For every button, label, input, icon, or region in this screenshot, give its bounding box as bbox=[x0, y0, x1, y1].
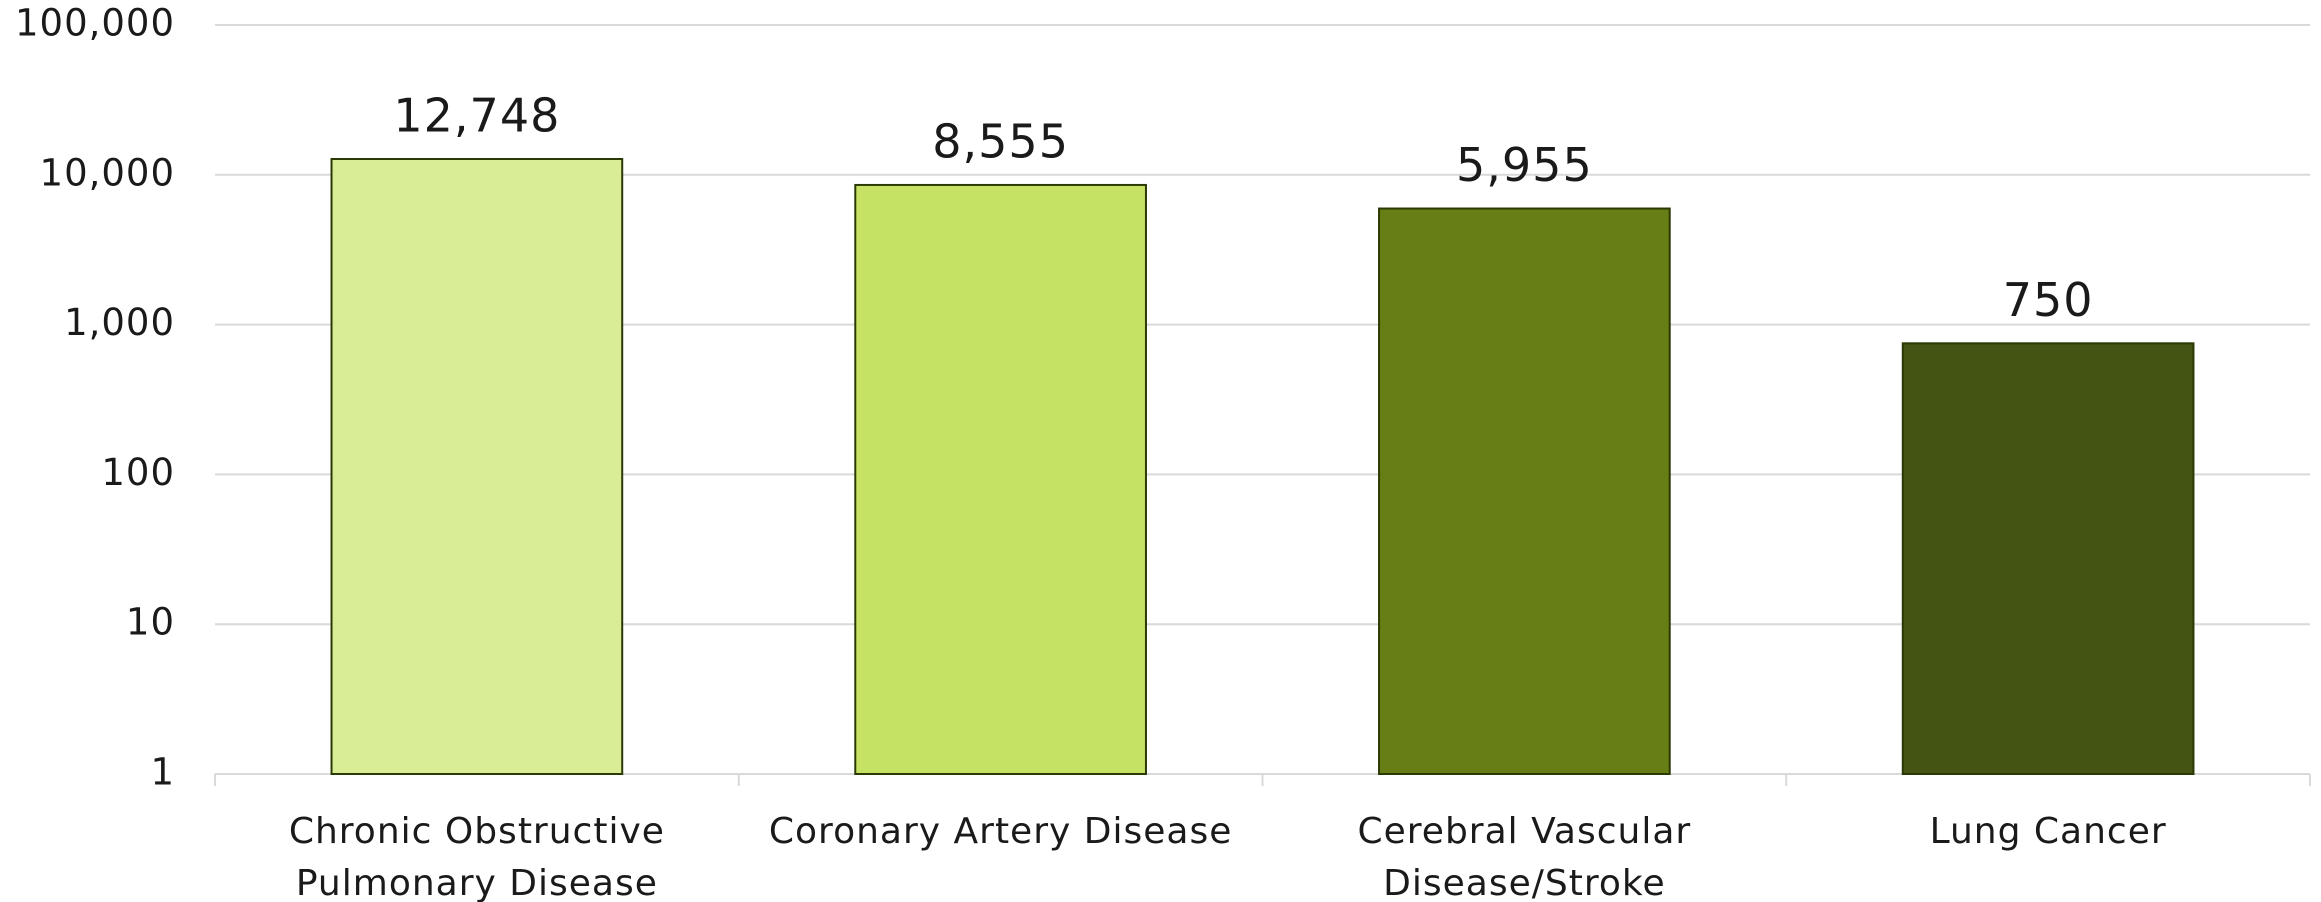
y-tick-label: 1,000 bbox=[64, 301, 175, 344]
x-tick-label: Cerebral Vascular Disease/Stroke bbox=[1357, 811, 1692, 902]
y-tick-label: 100 bbox=[101, 451, 175, 494]
x-tick-label: Coronary Artery Disease bbox=[768, 811, 1233, 852]
y-tick-label: 1 bbox=[150, 751, 175, 794]
data-label: 12,748 bbox=[393, 89, 560, 143]
y-tick-label: 10,000 bbox=[40, 151, 175, 194]
x-tick-label: Lung Cancer bbox=[1929, 811, 2167, 852]
bar bbox=[1378, 207, 1671, 775]
y-tick-label: 100,000 bbox=[15, 2, 175, 45]
bar bbox=[1901, 342, 2195, 775]
bar bbox=[854, 183, 1147, 776]
x-tick-label: Chronic Obstructive Pulmonary Disease bbox=[288, 811, 665, 902]
data-label: 750 bbox=[2003, 273, 2094, 327]
data-label: 5,955 bbox=[1456, 138, 1593, 192]
data-label: 8,555 bbox=[932, 114, 1069, 168]
bar bbox=[330, 158, 624, 776]
y-tick-label: 10 bbox=[126, 601, 175, 644]
